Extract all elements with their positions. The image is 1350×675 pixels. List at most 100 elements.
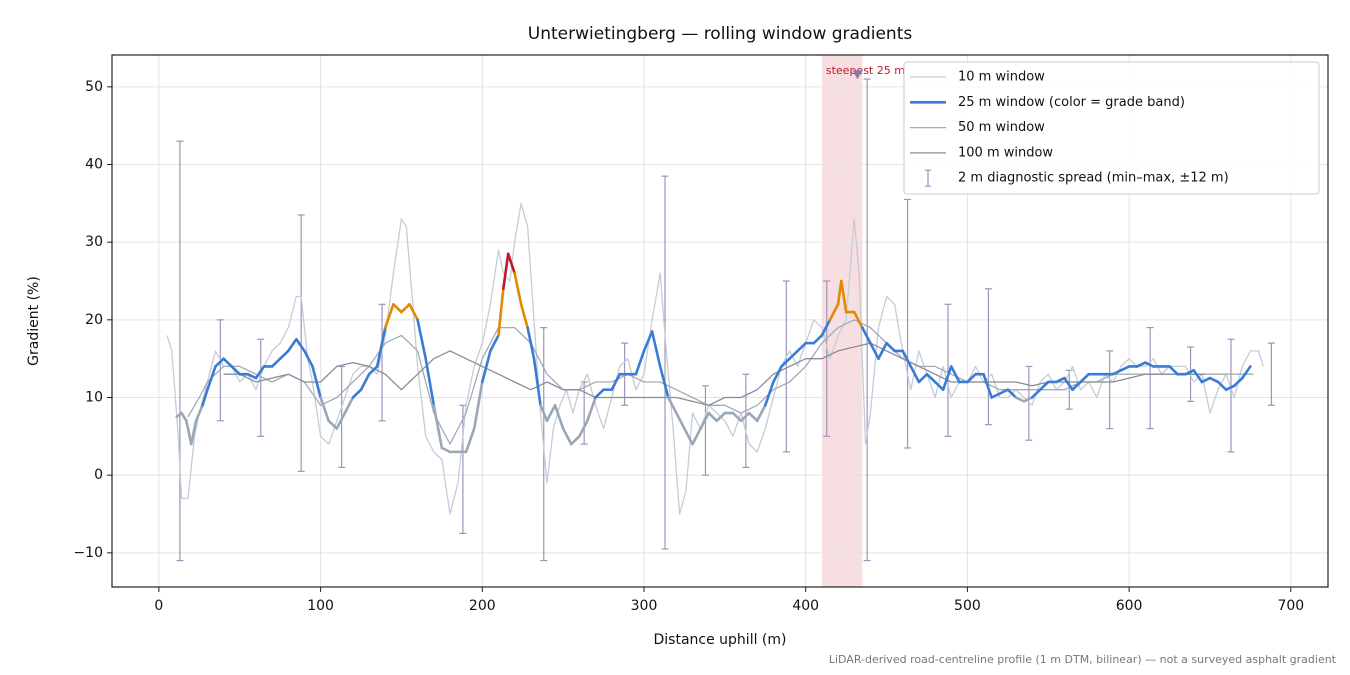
line-segment (650, 330, 662, 368)
line-segment (1038, 380, 1050, 392)
line-segment (998, 388, 1010, 395)
line-segment (502, 252, 510, 291)
line-segment (400, 303, 411, 314)
y-axis-label: Gradient (%) (26, 276, 42, 366)
line-segment (755, 403, 767, 423)
y-tick-label: 30 (85, 234, 103, 250)
line-segment (877, 341, 888, 360)
line-segment (658, 365, 670, 399)
line-segment (1006, 388, 1018, 399)
line-segment (666, 396, 678, 415)
line-segment (506, 252, 516, 275)
line-segment (432, 403, 444, 450)
line-segment (1135, 361, 1147, 368)
line-segment (885, 341, 896, 353)
line-segment (440, 446, 452, 454)
line-segment (1208, 376, 1220, 384)
line-segment (480, 349, 492, 384)
line-segment (1014, 396, 1026, 403)
x-tick-label: 400 (792, 598, 819, 614)
line-segment (820, 318, 832, 337)
line-segment (286, 337, 298, 353)
line-segment (327, 419, 339, 430)
error-bar (176, 140, 184, 562)
line-segment (532, 357, 542, 407)
line-segment (990, 392, 1002, 399)
error-bar (701, 385, 709, 476)
line-segment (594, 388, 605, 399)
line-segment (489, 334, 500, 353)
y-tick-label: 50 (85, 79, 103, 95)
x-tick-label: 200 (469, 598, 496, 614)
y-tick-label: 10 (85, 389, 103, 405)
line-segment (780, 357, 791, 368)
error-bar (1025, 365, 1033, 441)
error-bar (459, 404, 467, 535)
line-segment (319, 396, 330, 423)
error-bar (1065, 369, 1073, 410)
x-tick-label: 300 (631, 598, 658, 614)
line-segment (246, 372, 258, 380)
line-segment (610, 372, 622, 392)
line-segment (642, 330, 654, 353)
line-segment (1224, 384, 1236, 392)
line-segment (634, 349, 646, 376)
line-segment (189, 419, 198, 446)
line-segment (949, 365, 961, 384)
legend-label: 2 m diagnostic spread (min–max, ±12 m) (958, 171, 1229, 186)
line-segment (982, 372, 993, 399)
line-segment (1216, 380, 1228, 392)
line-segment (925, 372, 937, 384)
line-segment (586, 396, 597, 423)
line-segment (180, 411, 188, 423)
line-segment (731, 411, 743, 423)
line-segment (424, 357, 436, 407)
line-segment (392, 303, 403, 314)
line-segment (1184, 369, 1196, 376)
legend-label: 10 m window (958, 70, 1045, 85)
line-segment (311, 365, 322, 399)
line-segment (901, 349, 913, 368)
line-segment (941, 365, 953, 392)
line-segment (933, 380, 945, 392)
line-segment (869, 341, 880, 360)
error-bar (257, 338, 265, 437)
x-tick-label: 100 (307, 598, 334, 614)
line-segment (1240, 365, 1252, 380)
line-segment (966, 372, 977, 384)
line-segment (335, 411, 347, 430)
line-segment (408, 303, 419, 322)
line-segment (545, 403, 557, 423)
error-bar (297, 214, 305, 472)
line-segment (1079, 372, 1090, 384)
line-segment (747, 411, 759, 423)
line-segment (1022, 396, 1034, 403)
line-segment (1200, 376, 1212, 384)
line-segment (416, 318, 428, 360)
line-segment (739, 411, 751, 423)
line-segment (796, 341, 808, 353)
line-segment (772, 365, 783, 384)
line-segment (699, 411, 710, 430)
line-segment (303, 349, 314, 368)
line-segment (513, 271, 523, 306)
line-segment (254, 365, 266, 380)
line-segment (553, 403, 565, 430)
line-segment (1232, 376, 1244, 388)
line-segment (270, 357, 282, 368)
legend-box (903, 61, 1320, 195)
line-segment (917, 372, 929, 384)
line-segment (278, 349, 290, 360)
line-segment (497, 287, 505, 337)
line-segment (206, 365, 217, 392)
legend-label: 50 m window (958, 120, 1045, 135)
legend-label: 100 m window (958, 145, 1053, 160)
error-bar (984, 288, 992, 426)
line-segment (351, 388, 363, 399)
line-segment (715, 411, 727, 423)
line-segment (578, 419, 589, 438)
line-segment (763, 380, 775, 407)
line (166, 202, 1264, 515)
x-axis-label: Distance uphill (m) (654, 632, 787, 648)
